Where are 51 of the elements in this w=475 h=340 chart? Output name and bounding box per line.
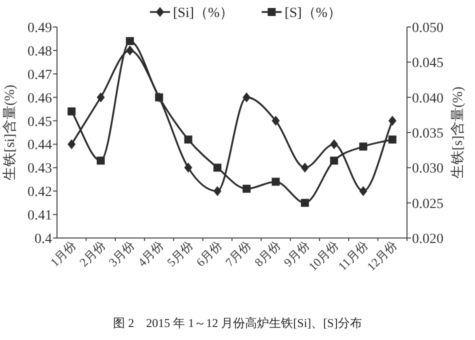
y-tick-label: 0.45: [28, 114, 52, 130]
point: [300, 198, 309, 207]
legend-label: [Si]（%）: [173, 6, 234, 21]
point: [126, 37, 134, 46]
point: [96, 92, 105, 102]
point: [242, 92, 251, 102]
y2-tick-label: 0.035: [412, 126, 444, 142]
point: [242, 184, 251, 193]
point: [68, 139, 76, 150]
point: [68, 107, 76, 116]
y2-tick-label: 0.040: [412, 91, 444, 106]
point: [213, 186, 222, 196]
x-tick-label: 5月份: [164, 238, 196, 270]
x-tick-label: 4月份: [135, 238, 166, 270]
y-tick-label: 0.46: [28, 91, 52, 106]
legend-label: [S]（%）: [284, 6, 342, 21]
point: [184, 136, 192, 144]
point: [126, 45, 134, 56]
point: [213, 164, 222, 172]
text: 图 2 2015 年 1～12 月份高炉生铁[Si]、[S]分布: [113, 316, 362, 330]
y-tick-label: 0.47: [28, 68, 52, 83]
y-tick-label: 0.43: [28, 162, 52, 177]
y2-tick-label: 0.025: [412, 196, 444, 212]
point: [272, 116, 280, 126]
y-tick-label: 0.49: [28, 21, 52, 36]
point: [272, 178, 280, 186]
x-tick-label: 8月份: [252, 238, 283, 270]
y2-tick-label: 0.045: [412, 56, 444, 72]
point: [184, 162, 192, 173]
y-tick-label: 0.41: [28, 208, 52, 224]
point: [300, 162, 309, 173]
x-tick-label: 2月份: [76, 238, 108, 270]
point: [359, 186, 368, 196]
y-tick-label: 0.4: [34, 232, 52, 247]
y2-tick-label: 0.050: [412, 21, 444, 36]
y2-axis-title: 生铁[s]含量(%): [450, 86, 466, 178]
y2-tick-label: 0.030: [412, 162, 444, 177]
point: [96, 156, 105, 165]
y2-tick-label: 0.020: [412, 232, 444, 247]
point: [359, 142, 368, 151]
y-tick-label: 0.48: [28, 44, 52, 60]
point: [388, 116, 396, 126]
y-tick-label: 0.42: [28, 185, 52, 200]
y-axis-title: 生铁[si]含量(%): [2, 84, 18, 180]
point: [388, 136, 396, 144]
x-tick-label: 3月份: [106, 238, 138, 270]
x-tick-label: 7月份: [222, 238, 254, 270]
y-tick-label: 0.44: [28, 138, 52, 154]
point: [330, 156, 338, 165]
point: [330, 139, 338, 150]
x-tick-label: 6月份: [193, 238, 225, 270]
